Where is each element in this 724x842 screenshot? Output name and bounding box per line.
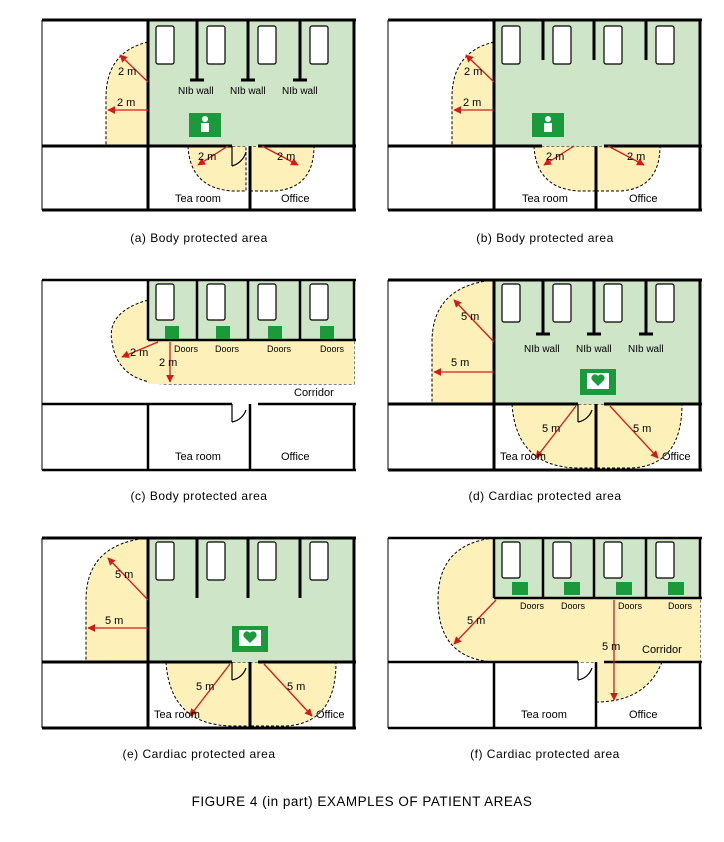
protected-zone [105, 41, 149, 147]
radius-label: 5 m [105, 615, 123, 627]
room-label: Office [281, 451, 310, 463]
panel-a: NIb wall NIb wall NIb wall 2 m 2 m 2 m 2… [0, 0, 362, 225]
panel-c: Doors Doors Doors Doors 2 m 2 m Corridor… [0, 262, 362, 487]
radius-label: 5 m [602, 641, 620, 653]
door-label: Doors [618, 601, 643, 611]
door-label: Doors [267, 344, 292, 354]
corridor-label: Corridor [294, 387, 334, 399]
radius-label: 5 m [542, 423, 560, 435]
door-label: Doors [320, 344, 345, 354]
radius-label: 2 m [627, 151, 645, 163]
panel-caption: (c) Body protected area [130, 489, 268, 503]
partition-label: NIb wall [230, 86, 266, 97]
panel-caption: (a) Body protected area [130, 231, 268, 245]
door-label: Doors [174, 344, 199, 354]
radius-label: 5 m [196, 681, 214, 693]
partition-label: NIb wall [524, 344, 560, 355]
radius-label: 2 m [118, 66, 136, 78]
radius-label: 2 m [130, 347, 148, 359]
body-protected-sign [165, 326, 334, 339]
figure-title: FIGURE 4 (in part) EXAMPLES OF PATIENT A… [191, 794, 533, 809]
radius-label: 5 m [461, 311, 479, 323]
panel-f: Doors Doors Doors Doors 5 m 5 m Corridor… [346, 520, 724, 745]
partition-label: NIb wall [576, 344, 612, 355]
body-protected-sign [532, 113, 564, 137]
door-label: Doors [668, 601, 693, 611]
radius-label: 2 m [117, 97, 135, 109]
radius-label: 5 m [633, 423, 651, 435]
door-label: Doors [561, 601, 586, 611]
radius-label: 2 m [159, 357, 177, 369]
partition-label: NIb wall [628, 344, 664, 355]
panel-caption: (b) Body protected area [476, 231, 614, 245]
panel-caption: (d) Cardiac protected area [468, 489, 622, 503]
door-label: Doors [215, 344, 240, 354]
panel-b: 2 m 2 m 2 m 2 m Tea room Office [346, 0, 724, 225]
cardiac-protected-sign [580, 369, 616, 395]
room-label: Tea room [500, 451, 546, 463]
room-label: Tea room [521, 709, 567, 721]
room-label: Office [629, 193, 658, 205]
room-label: Tea room [175, 193, 221, 205]
radius-label: 2 m [198, 151, 216, 163]
panel-d: NIb wall NIb wall NIb wall 5 m 5 m 5 m 5… [346, 262, 724, 487]
radius-label: 5 m [115, 569, 133, 581]
panel-caption: (e) Cardiac protected area [122, 747, 276, 761]
radius-label: 2 m [463, 97, 481, 109]
radius-label: 5 m [287, 681, 305, 693]
cardiac-protected-sign [512, 582, 684, 595]
radius-label: 5 m [467, 615, 485, 627]
panel-caption: (f) Cardiac protected area [470, 747, 620, 761]
room-label: Tea room [522, 193, 568, 205]
radius-label: 2 m [277, 151, 295, 163]
radius-label: 2 m [546, 151, 564, 163]
door-label: Doors [520, 601, 545, 611]
body-protected-sign [189, 113, 221, 137]
partition-label: NIb wall [178, 86, 214, 97]
radius-label: 5 m [451, 357, 469, 369]
room-label: Office [281, 193, 310, 205]
room-label: Tea room [154, 709, 200, 721]
panel-e: 5 m 5 m 5 m 5 m Tea room Office [0, 520, 362, 745]
partition-label: NIb wall [282, 86, 318, 97]
room-label: Tea room [175, 451, 221, 463]
room-label: Office [316, 709, 345, 721]
room-label: Office [629, 709, 658, 721]
protected-zone [249, 145, 315, 192]
radius-label: 2 m [464, 66, 482, 78]
room-label: Office [662, 451, 691, 463]
cardiac-protected-sign [232, 626, 268, 652]
corridor-label: Corridor [642, 644, 682, 656]
